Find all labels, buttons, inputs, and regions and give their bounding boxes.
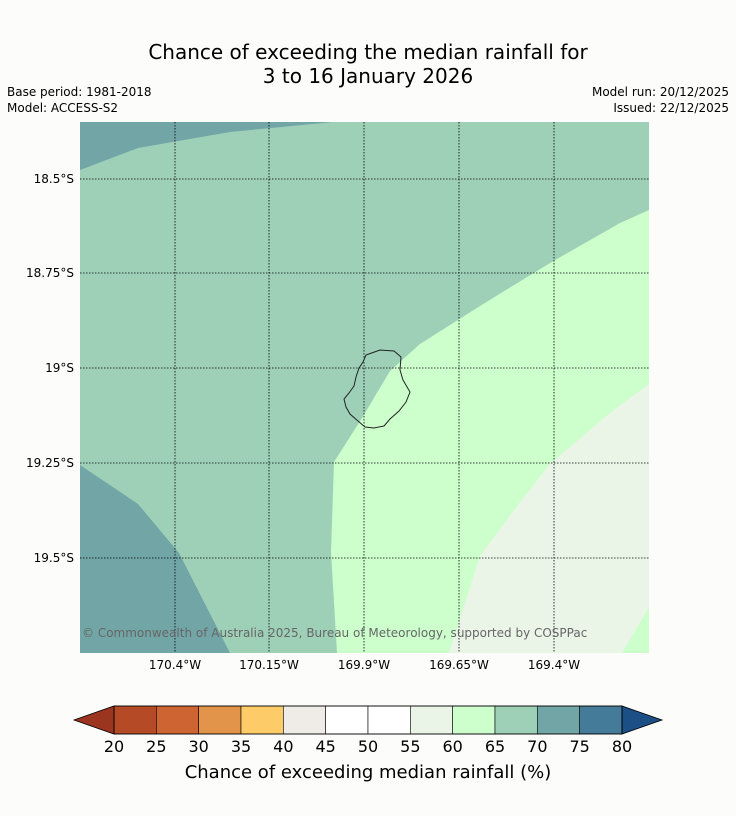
lat-label: 18.75°S bbox=[26, 266, 74, 280]
colorbar-frame bbox=[113, 705, 623, 735]
colorbar-cell bbox=[452, 705, 496, 735]
colorbar-cell bbox=[410, 705, 453, 735]
lat-label: 19°S bbox=[45, 361, 74, 375]
colorbar-cell bbox=[113, 705, 157, 735]
colorbar-tick-label: 25 bbox=[146, 737, 167, 756]
colorbar-over-arrow bbox=[621, 705, 664, 735]
colorbar-cell bbox=[240, 705, 284, 735]
colorbar-cell bbox=[494, 705, 538, 735]
graticule bbox=[80, 122, 649, 653]
colorbar-tick-label: 20 bbox=[103, 737, 125, 756]
colorbar-cell bbox=[367, 705, 411, 735]
colorbar-cell bbox=[156, 705, 199, 735]
colorbar-cell bbox=[198, 705, 242, 735]
colorbar-tick-label: 80 bbox=[611, 737, 633, 756]
lon-label: 169.65°W bbox=[429, 658, 489, 672]
base-period: Base period: 1981-2018 bbox=[7, 85, 152, 99]
chart-title-line-1: Chance of exceeding the median rainfall … bbox=[148, 40, 588, 64]
colorbar-tick-label: 30 bbox=[188, 737, 209, 756]
colorbar-tick-label: 45 bbox=[315, 737, 336, 756]
colorbar-tick-label: 75 bbox=[569, 737, 590, 756]
colorbar bbox=[72, 705, 664, 735]
issued-date: Issued: 22/12/2025 bbox=[613, 101, 729, 115]
lat-label: 19.5°S bbox=[33, 551, 74, 565]
colorbar-tick-label: 70 bbox=[527, 737, 548, 756]
band-55-60 bbox=[449, 384, 649, 653]
colorbar-cell bbox=[537, 705, 580, 735]
band-70-75-north bbox=[80, 122, 333, 170]
colorbar-under-arrow bbox=[72, 705, 115, 735]
colorbar-tick-label: 50 bbox=[357, 737, 379, 756]
colorbar-cell bbox=[283, 705, 326, 735]
chart-title-line-2: 3 to 16 January 2026 bbox=[262, 64, 474, 88]
colorbar-tick-label: 40 bbox=[273, 737, 294, 756]
lat-label: 19.25°S bbox=[26, 456, 74, 470]
model-run-date: Model run: 20/12/2025 bbox=[591, 85, 729, 99]
colorbar-tick-label: 65 bbox=[484, 737, 506, 756]
lon-label: 170.4°W bbox=[148, 658, 202, 672]
band-70-75-southwest bbox=[80, 465, 230, 653]
colorbar-cell bbox=[325, 705, 369, 735]
lon-label: 169.9°W bbox=[337, 658, 391, 672]
colorbar-tick-label: 35 bbox=[230, 737, 252, 756]
island-coastline bbox=[343, 349, 411, 429]
colorbar-tick-label: 60 bbox=[442, 737, 463, 756]
lon-label: 170.15°W bbox=[239, 658, 299, 672]
colorbar-title: Chance of exceeding median rainfall (%) bbox=[184, 762, 552, 783]
colorbar-cell bbox=[579, 705, 623, 735]
copyright-notice: © Commonwealth of Australia 2025, Bureau… bbox=[82, 626, 588, 640]
rainfall-map bbox=[80, 122, 649, 653]
lat-label: 18.5°S bbox=[33, 172, 74, 186]
lon-label: 169.4°W bbox=[527, 658, 581, 672]
colorbar-tick-label: 55 bbox=[400, 737, 421, 756]
model-name: Model: ACCESS-S2 bbox=[7, 101, 119, 115]
